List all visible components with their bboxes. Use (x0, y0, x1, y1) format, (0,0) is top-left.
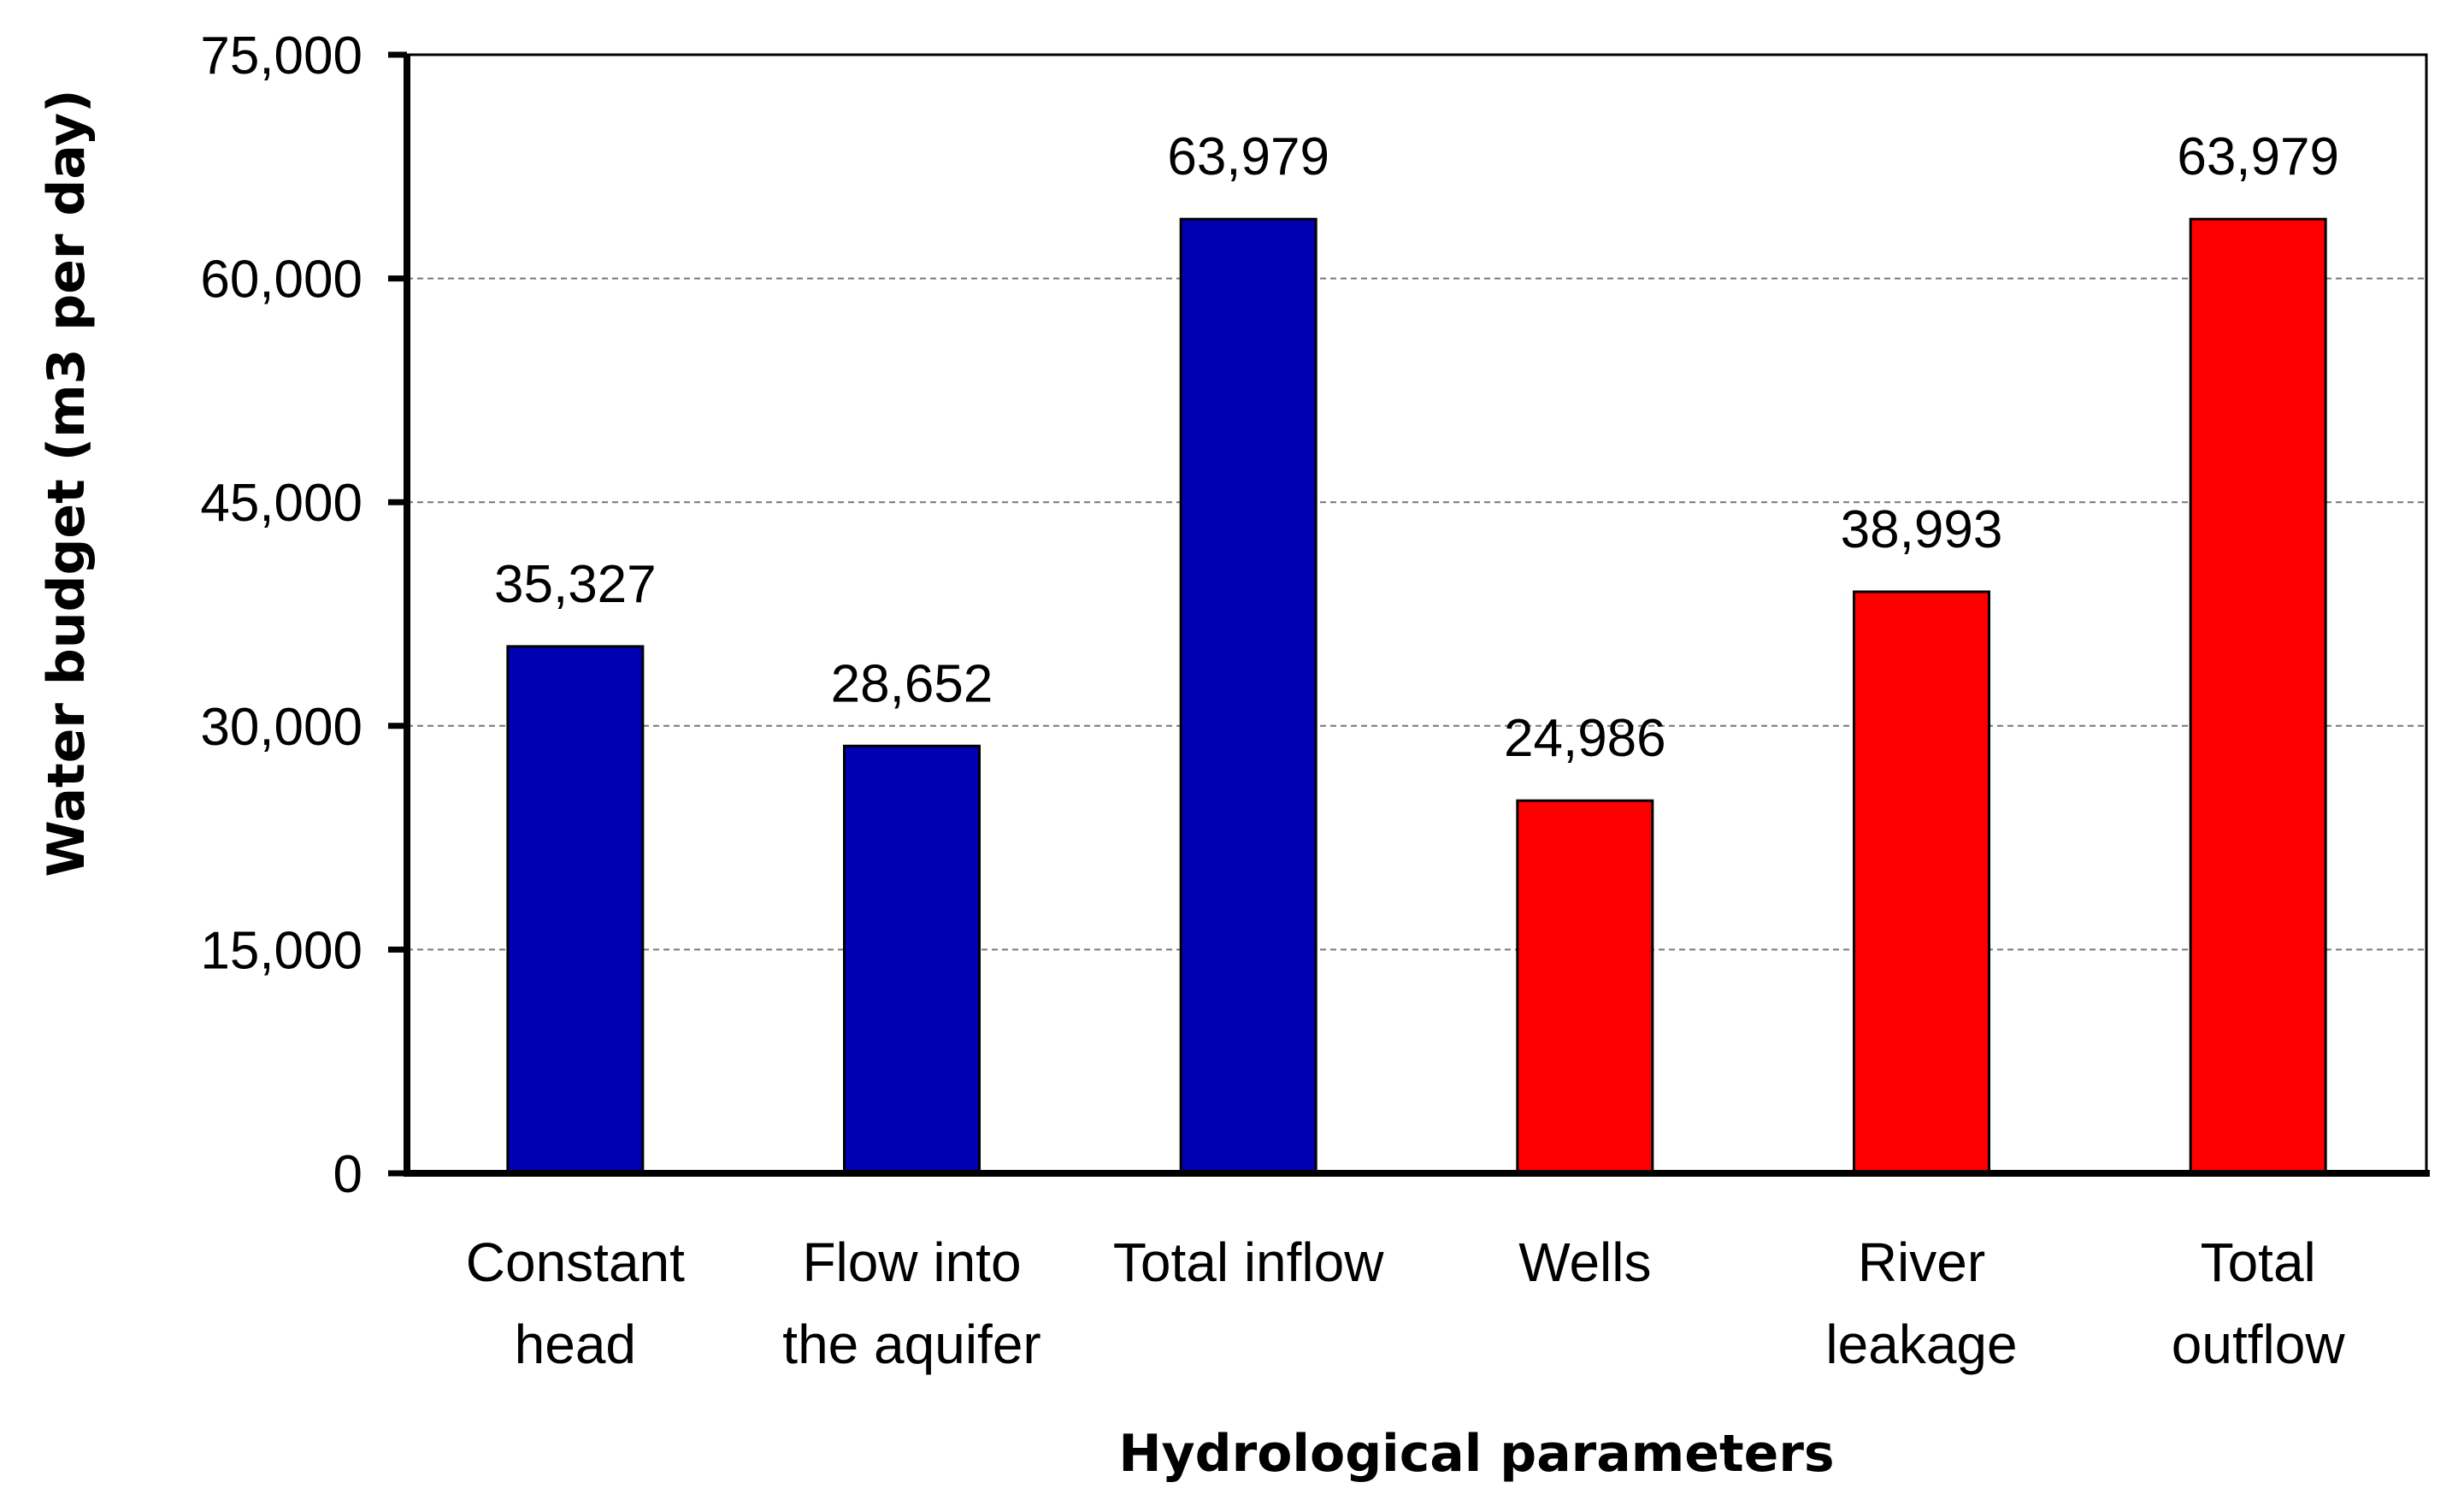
x-category-label: Total inflow (1113, 1231, 1384, 1293)
x-category-label: outflow (2172, 1314, 2346, 1375)
y-tick-label: 75,000 (200, 27, 363, 86)
x-category-label: head (515, 1314, 636, 1375)
bar (506, 645, 645, 1175)
bar-value-label: 63,979 (2177, 127, 2339, 186)
bar (1853, 590, 1990, 1175)
bar-value-label: 38,993 (1841, 500, 2003, 559)
x-category-label: Total (2201, 1231, 2316, 1293)
x-category-label: Constant (466, 1231, 685, 1293)
y-tick-label: 30,000 (200, 698, 363, 757)
bar-value-label: 63,979 (1167, 127, 1329, 186)
x-axis-title: Hydrological parameters (1118, 1424, 1834, 1484)
y-axis-title: Water budget (m3 per day) (37, 89, 97, 877)
x-category-label: Wells (1518, 1231, 1651, 1293)
bar (1179, 217, 1317, 1175)
x-category-label: River (1858, 1231, 1985, 1293)
axes (388, 51, 2430, 1177)
bar-value-label: 28,652 (831, 654, 993, 713)
y-tick-label: 0 (333, 1145, 363, 1204)
bar (843, 744, 981, 1175)
x-category-labels: Constant head Flow into the aquifer Total in… (466, 1231, 2346, 1375)
bar-value-label: 35,327 (494, 555, 657, 614)
y-tick-label: 60,000 (200, 251, 363, 310)
x-category-label: the aquifer (782, 1314, 1040, 1375)
bar-value-label: 24,986 (1504, 709, 1666, 768)
bars (506, 217, 2327, 1175)
bar (1516, 799, 1654, 1175)
y-tick-labels: 0 15,000 30,000 45,000 60,000 75,000 (200, 27, 363, 1204)
x-category-label: Flow into (802, 1231, 1021, 1293)
data-labels: 35,327 28,652 63,979 24,986 38,993 63,979 (494, 127, 2339, 768)
x-category-label: leakage (1825, 1314, 2017, 1375)
bar (2189, 217, 2327, 1175)
y-tick-label: 45,000 (200, 474, 363, 533)
gridlines (407, 277, 2426, 951)
y-tick-label: 15,000 (200, 921, 363, 980)
